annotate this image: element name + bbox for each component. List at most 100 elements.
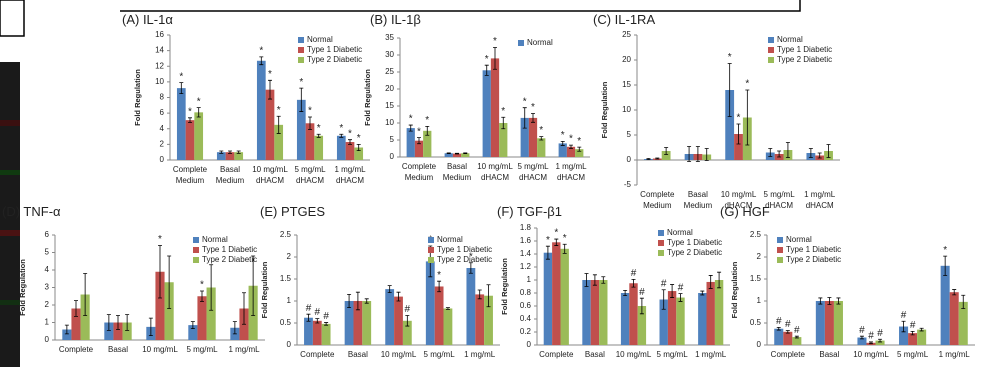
legend-swatch bbox=[658, 250, 664, 256]
legend-swatch bbox=[768, 57, 774, 63]
legend-label: Normal bbox=[667, 228, 693, 237]
legend-label: Normal bbox=[527, 38, 553, 47]
y-axis-label: Fold Regulation bbox=[730, 261, 739, 318]
significance-mark: * bbox=[531, 102, 535, 113]
significance-mark: * bbox=[485, 54, 489, 65]
y-tick-label: 20 bbox=[385, 84, 394, 93]
legend-label: Normal bbox=[202, 235, 228, 244]
x-tick-label: Basal bbox=[585, 350, 605, 359]
bar bbox=[186, 120, 195, 160]
bar bbox=[599, 280, 607, 345]
x-tick-label: 5 mg/mL bbox=[657, 350, 689, 359]
y-tick-label: 6 bbox=[45, 230, 50, 239]
legend-swatch bbox=[193, 257, 199, 263]
chart-title: (B) IL-1β bbox=[370, 12, 421, 27]
bar bbox=[177, 88, 186, 160]
chart-title: (G) HGF bbox=[720, 204, 770, 219]
significance-mark: # bbox=[859, 325, 865, 336]
error-bar bbox=[463, 153, 467, 154]
significance-mark: * bbox=[493, 36, 497, 47]
legend-swatch bbox=[518, 40, 524, 46]
y-tick-label: 2 bbox=[287, 252, 292, 261]
significance-mark: # bbox=[910, 320, 916, 331]
bar bbox=[621, 293, 629, 345]
x-tick-label: 1 mg/mL bbox=[695, 350, 727, 359]
legend-label: Type 2 Diabetic bbox=[307, 55, 362, 64]
significance-mark: # bbox=[639, 287, 645, 298]
legend-label: Type 2 Diabetic bbox=[667, 248, 722, 257]
figure: (A) IL-1αFold Regulation0246810121416Com… bbox=[0, 0, 991, 367]
significance-mark: # bbox=[785, 319, 791, 330]
significance-mark: * bbox=[728, 52, 732, 63]
significance-mark: # bbox=[877, 328, 883, 339]
significance-mark: * bbox=[348, 128, 352, 139]
legend-swatch bbox=[428, 257, 434, 263]
y-tick-label: 4 bbox=[160, 124, 165, 133]
x-tick-label: 10 mg/mL bbox=[616, 350, 652, 359]
bar bbox=[834, 301, 843, 345]
y-tick-label: 12 bbox=[155, 61, 164, 70]
significance-mark: * bbox=[299, 77, 303, 88]
y-tick-label: 15 bbox=[622, 80, 631, 89]
error-bar bbox=[446, 308, 450, 310]
significance-mark: # bbox=[631, 268, 637, 279]
legend-label: Normal bbox=[786, 235, 812, 244]
legend-swatch bbox=[298, 47, 304, 53]
x-tick-label: 10 mg/mL bbox=[853, 350, 889, 359]
x-tick-label: Basal bbox=[819, 350, 839, 359]
x-tick-label: Basal bbox=[348, 350, 368, 359]
significance-mark: * bbox=[539, 125, 543, 136]
legend-swatch bbox=[193, 237, 199, 243]
bar bbox=[304, 318, 313, 345]
x-tick-label: 1 mg/mL bbox=[939, 350, 971, 359]
x-tick-label: 1 mg/mL bbox=[464, 350, 496, 359]
chart-title: (C) IL-1RA bbox=[593, 12, 655, 27]
significance-mark: # bbox=[678, 282, 684, 293]
significance-mark: # bbox=[661, 278, 667, 289]
y-tick-label: 0.5 bbox=[750, 318, 762, 327]
y-tick-label: 2.5 bbox=[280, 230, 292, 239]
y-tick-label: 1.6 bbox=[520, 236, 532, 245]
significance-mark: * bbox=[417, 126, 421, 137]
legend-label: Type 2 Diabetic bbox=[777, 55, 832, 64]
bar bbox=[466, 268, 475, 345]
bar bbox=[435, 286, 444, 345]
legend-swatch bbox=[768, 37, 774, 43]
x-tick-label: 1 mg/mLdHACM bbox=[804, 190, 836, 210]
significance-mark: * bbox=[277, 105, 281, 116]
bar bbox=[676, 298, 684, 345]
significance-mark: * bbox=[437, 270, 441, 281]
y-tick-label: 0 bbox=[757, 340, 762, 349]
significance-mark: * bbox=[554, 228, 558, 239]
x-tick-label: BasalMedium bbox=[216, 165, 245, 185]
y-tick-label: 0.5 bbox=[280, 318, 292, 327]
chart-title: (F) TGF-β1 bbox=[497, 204, 562, 219]
x-tick-label: 5 mg/mLdHACM bbox=[517, 162, 549, 182]
x-tick-label: 1 mg/mLdHACM bbox=[555, 162, 587, 182]
bar bbox=[544, 253, 552, 345]
bar bbox=[950, 292, 959, 345]
x-tick-label: 5 mg/mL bbox=[897, 350, 929, 359]
legend-swatch bbox=[428, 247, 434, 253]
bar bbox=[529, 118, 537, 157]
bar bbox=[774, 329, 783, 345]
chart-title: (A) IL-1α bbox=[122, 12, 173, 27]
y-tick-label: 0.6 bbox=[520, 301, 532, 310]
y-tick-label: 1 bbox=[287, 296, 292, 305]
significance-mark: * bbox=[197, 96, 201, 107]
bar bbox=[475, 294, 484, 345]
significance-mark: * bbox=[737, 113, 741, 124]
x-tick-label: 5 mg/mL bbox=[424, 350, 456, 359]
legend-swatch bbox=[777, 257, 783, 263]
bar bbox=[444, 308, 453, 345]
y-tick-label: 0 bbox=[627, 155, 632, 164]
y-tick-label: 0 bbox=[45, 335, 50, 344]
y-tick-label: 35 bbox=[385, 33, 394, 42]
significance-mark: * bbox=[561, 130, 565, 141]
y-tick-label: -5 bbox=[624, 180, 632, 189]
significance-mark: # bbox=[323, 311, 329, 322]
legend-label: Type 1 Diabetic bbox=[202, 245, 257, 254]
y-tick-label: 5 bbox=[45, 248, 50, 257]
